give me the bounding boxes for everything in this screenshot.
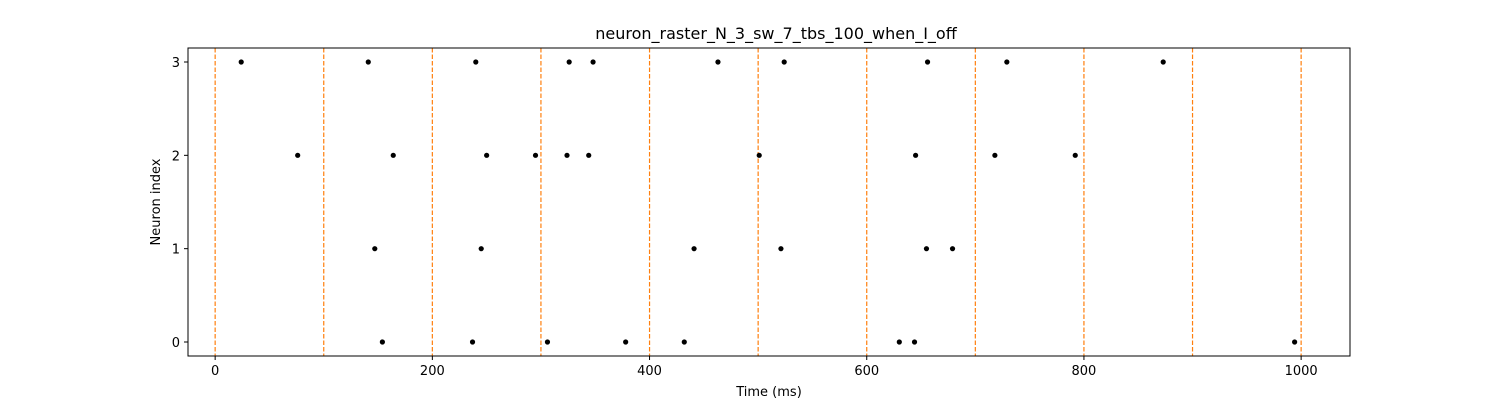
spike-point (473, 59, 479, 65)
plot-frame (187, 47, 1351, 357)
spike-point (372, 246, 378, 252)
spike-point (469, 339, 476, 345)
y-axis: 0 1 2 3 (172, 56, 188, 351)
spike-point (1292, 339, 1298, 345)
spike-point (1160, 59, 1166, 65)
spike-point (949, 246, 956, 252)
spike-point (623, 339, 629, 345)
spike-point (924, 59, 931, 65)
y-tick-label: 0 (172, 336, 180, 351)
spike-point (379, 339, 385, 345)
spike-point (484, 152, 490, 158)
x-tick-label: 800 (1072, 364, 1097, 379)
spike-point (896, 339, 902, 345)
spike-point (238, 59, 244, 65)
x-axis: 0 200 400 600 800 1000 (211, 356, 1318, 379)
spike-point (781, 59, 787, 65)
spike-point (478, 246, 484, 252)
spike-point (566, 59, 572, 65)
spike-point (911, 339, 918, 345)
spike-point (544, 339, 551, 345)
spike-point (923, 246, 930, 252)
chart-title: neuron_raster_N_3_sw_7_tbs_100_when_I_of… (595, 24, 957, 44)
y-tick-label: 3 (172, 56, 180, 71)
spike-point (365, 59, 371, 65)
y-tick-label: 1 (172, 243, 180, 258)
x-tick-label: 0 (211, 364, 219, 379)
spike-point (913, 152, 919, 158)
spike-point (590, 59, 596, 65)
spike-point (564, 152, 570, 158)
spike-point (586, 152, 592, 158)
x-tick-label: 400 (637, 364, 662, 379)
spike-point (390, 152, 396, 158)
spike-points (238, 59, 1298, 345)
reference-lines (214, 48, 1302, 356)
spike-point (681, 339, 687, 345)
x-tick-label: 1000 (1285, 364, 1318, 379)
x-tick-label: 200 (420, 364, 445, 379)
y-axis-label: Neuron index (149, 158, 164, 245)
spike-point (691, 246, 697, 252)
x-axis-label: Time (ms) (735, 385, 802, 400)
spike-point (1004, 59, 1010, 65)
spike-point (1072, 152, 1078, 158)
spike-point (778, 246, 784, 252)
spike-point (715, 59, 721, 65)
spike-point (532, 152, 539, 158)
spike-point (295, 152, 301, 158)
y-tick-label: 2 (172, 149, 180, 164)
x-tick-label: 600 (854, 364, 879, 379)
spike-point (756, 152, 762, 158)
spike-point (992, 152, 998, 158)
